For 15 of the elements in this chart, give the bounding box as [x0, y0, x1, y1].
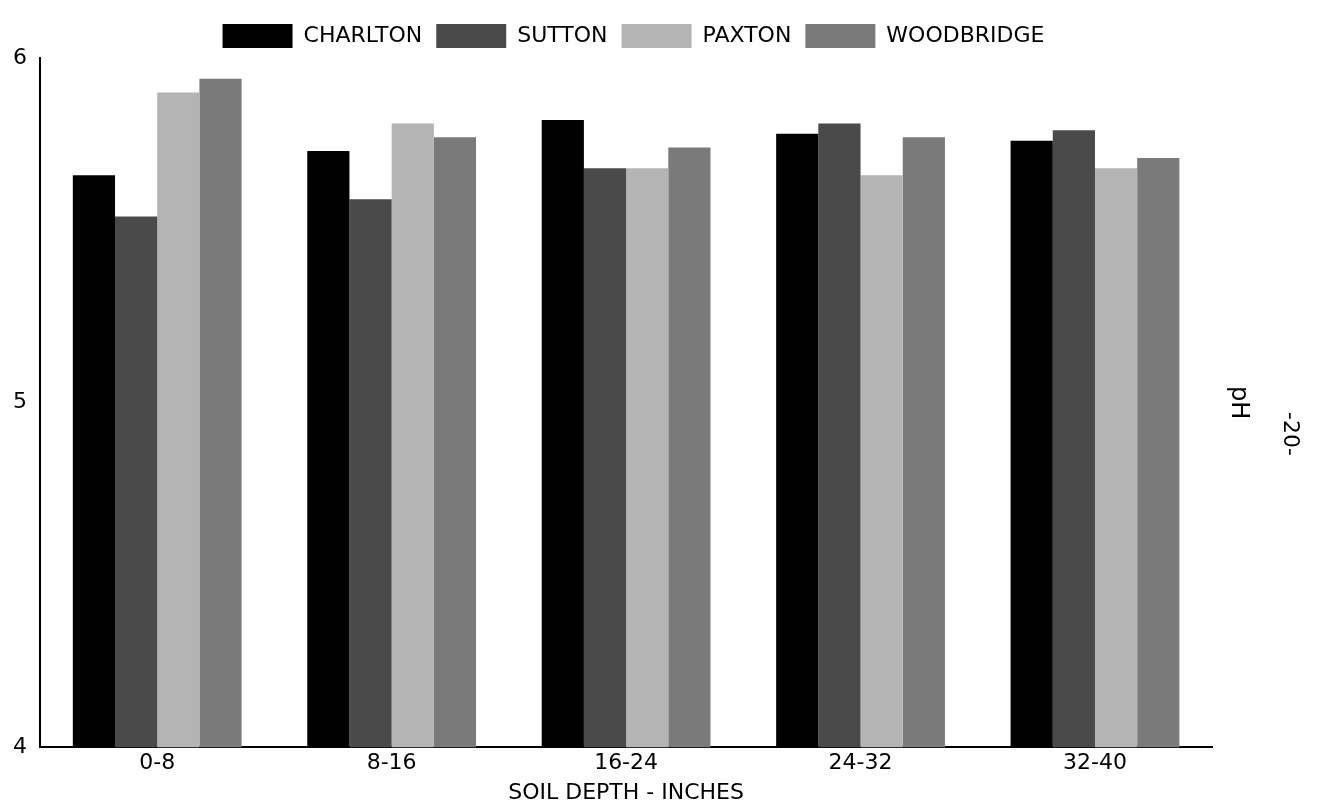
x-tick-label: 0-8	[139, 749, 176, 775]
y-tick-label: 4	[13, 732, 27, 758]
x-tick-label: 24-32	[828, 749, 893, 775]
y-tick-label: 5	[13, 388, 27, 414]
x-axis-title: SOIL DEPTH - INCHES	[508, 778, 744, 804]
legend-label: WOODBRIDGE	[886, 21, 1045, 47]
x-tick-label: 8-16	[366, 749, 417, 775]
text: -20-	[1279, 412, 1305, 456]
legend-label: CHARLTON	[303, 21, 423, 47]
y-axis-title: pH	[1226, 385, 1255, 420]
y-tick-label: 6	[13, 43, 27, 69]
legend-label: PAXTON	[702, 21, 792, 47]
x-tick-label: 16-24	[594, 749, 659, 775]
legend-label: SUTTON	[517, 21, 608, 47]
x-tick-label: 32-40	[1063, 749, 1127, 775]
